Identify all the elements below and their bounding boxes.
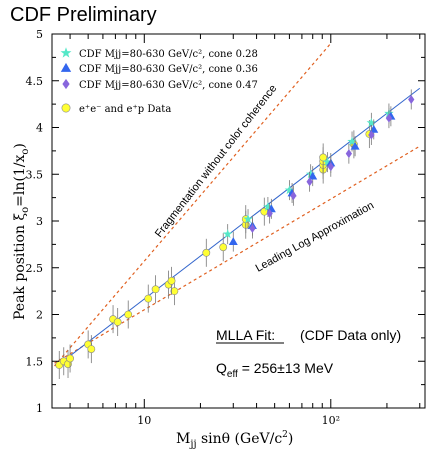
chart-title: CDF Preliminary: [10, 4, 157, 26]
legend-label: e⁺e⁻ and e⁺p Data: [79, 104, 171, 115]
legend-label: CDF Mjj=80-630 GeV/c², cone 0.28: [79, 49, 258, 60]
data-point-triangle: [308, 171, 318, 180]
y-tick-label: 2.5: [26, 262, 44, 275]
data-point-star: [263, 201, 273, 212]
fit-note: (CDF Data only): [300, 327, 401, 343]
data-point-circle: [167, 276, 176, 285]
data-point-diamond: [249, 223, 256, 233]
curves-layer: [54, 42, 421, 367]
dashed-curve-1: [54, 145, 421, 364]
legend-marker-circle: [61, 103, 71, 113]
y-tick-label: 4.5: [26, 75, 44, 88]
data-point-circle: [170, 287, 179, 296]
data-point-triangle: [228, 237, 238, 245]
data-point-diamond: [306, 177, 313, 187]
data-point-circle: [219, 243, 228, 252]
data-point-diamond: [327, 162, 334, 172]
y-tick-label: 1: [36, 402, 43, 415]
y-tick-label: 4: [36, 122, 43, 135]
data-point-star: [243, 214, 253, 224]
data-point-circle: [144, 294, 153, 303]
axes-layer: 1 1.5 2 2.5 3 3.5 4 4.5 5 10 10²: [26, 28, 425, 427]
y-tick-label: 3: [36, 215, 43, 228]
curve-label-fragmentation: Fragmentation without color coherence: [153, 83, 280, 240]
data-point-diamond: [290, 191, 297, 201]
data-point-triangle: [350, 141, 360, 150]
data-point-star: [284, 185, 295, 195]
data-point-circle: [113, 318, 122, 326]
data-point-diamond: [345, 149, 353, 159]
data-point-circle: [87, 345, 96, 353]
y-tick-label: 2: [36, 309, 43, 322]
data-point-star: [305, 169, 316, 179]
y-axis-label: Peak position ξo=ln(1/xo): [12, 143, 31, 320]
x-tick-label: 10: [137, 414, 151, 427]
fit-result: Qeff = 256±13 MeV: [216, 360, 334, 380]
fit-line-layer: [58, 87, 421, 365]
data-point-circle: [66, 354, 74, 363]
legend-marker-star: [60, 47, 72, 58]
fit-line: [58, 87, 421, 365]
legend: CDF Mjj=80-630 GeV/c², cone 0.28 CDF Mjj=…: [60, 47, 258, 115]
data-point-circle: [319, 153, 328, 162]
data-point-diamond: [266, 209, 273, 219]
data-point-star: [347, 136, 357, 146]
data-point-circle: [202, 248, 211, 257]
y-tick-label: 1.5: [26, 355, 44, 368]
points-layer: [55, 89, 415, 379]
data-point-diamond: [408, 94, 415, 104]
legend-marker-diamond: [62, 78, 70, 90]
data-point-star: [322, 157, 333, 167]
y-tick-label: 5: [36, 28, 43, 41]
data-point-star: [366, 117, 377, 127]
data-point-diamond: [385, 113, 393, 123]
data-point-diamond: [368, 130, 375, 140]
dashed-curve-0: [54, 42, 332, 367]
data-point-star: [222, 229, 233, 239]
legend-label: CDF Mjj=80-630 GeV/c², cone 0.36: [79, 64, 258, 75]
x-axis-label: Mjj sinθ (GeV/c2): [176, 430, 293, 450]
legend-label: CDF Mjj=80-630 GeV/c², cone 0.47: [79, 80, 258, 91]
y-tick-label: 3.5: [26, 168, 44, 181]
data-point-circle: [124, 310, 133, 319]
legend-marker-triangle: [60, 62, 72, 72]
fit-title: MLLA Fit:: [216, 327, 275, 343]
x-tick-label: 10²: [322, 414, 340, 427]
data-point-circle: [151, 285, 160, 294]
